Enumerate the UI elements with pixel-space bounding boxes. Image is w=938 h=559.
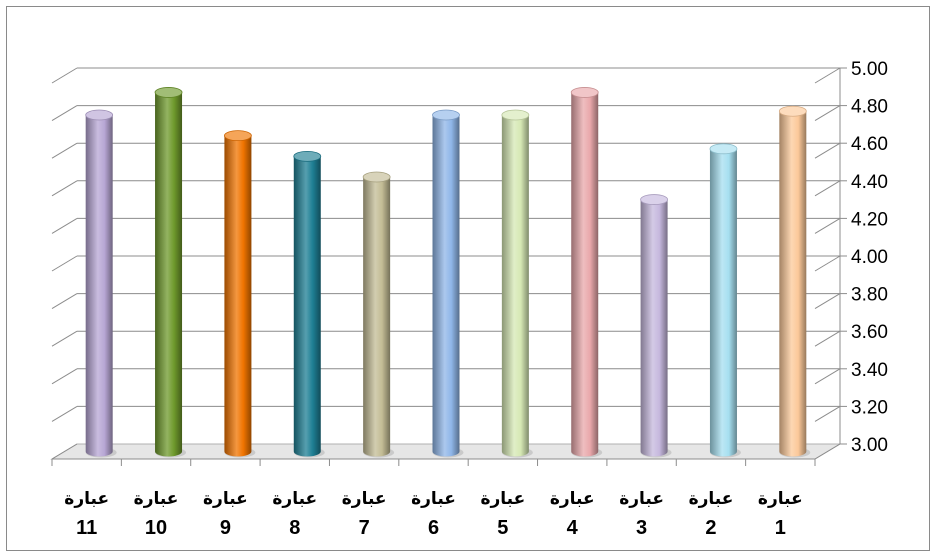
bar-top [293,150,322,162]
bar-top [640,194,668,205]
bar-top [709,143,738,155]
bar-top [154,87,183,98]
gridline-diagonal [814,255,841,272]
x-tick-number: 7 [359,517,370,539]
bars [85,87,811,458]
bar-body [709,148,737,457]
gridline-diagonal [51,443,78,460]
bar-2 [709,143,741,458]
x-tick-number: 9 [220,517,231,539]
y-tick-label: 4.40 [851,172,888,193]
x-tick-number: 11 [76,517,97,539]
gridline-diagonal [814,293,841,310]
bar-top [432,109,460,121]
y-tick-label: 3.40 [851,360,888,381]
x-tick-label: عبارة [689,489,734,509]
gridline-diagonal [814,405,841,422]
bar-top [224,130,252,142]
bar-top [362,171,391,183]
x-tick-number: 4 [567,517,579,539]
x-tick-number: 8 [289,517,300,539]
bar-3 [640,194,672,458]
labels: عبارة 1 عبارة 2 عبارة 3 عبارة 4 عبارة 5 عبارة 6 عبار… [64,489,802,539]
x-tick-label: عبارة [480,489,525,509]
gridline-diagonal [814,368,841,385]
x-tick-label: عبارة [758,489,803,509]
gridline-diagonal [51,405,78,422]
x-tick-label: عبارة [619,489,664,509]
bar-body [640,199,668,457]
bar-body [779,111,807,457]
x-tick-number: 5 [497,517,508,539]
bar-body [155,92,183,457]
gridline-diagonal [51,255,78,272]
gridline-diagonal [51,180,78,197]
bar-1 [778,105,811,458]
y-tick-label: 4.20 [851,209,888,230]
gridline-diagonal [51,142,78,159]
y-tick-label: 3.80 [851,285,888,306]
bar-body [432,114,460,457]
x-tick-label: عبارة [550,489,595,509]
bar-top [501,109,530,121]
gridline-diagonal [51,293,78,310]
gridline-diagonal [51,330,78,347]
gridline-diagonal [814,180,841,197]
bar-5 [501,109,533,458]
x-tick-number: 1 [775,517,786,539]
gridline-diagonal [51,217,78,234]
y-tick-label: 3.60 [851,322,888,343]
gridline-diagonal [51,67,78,84]
bar-body [501,114,529,457]
x-tick-number: 2 [705,517,716,539]
gridline-diagonal [814,443,841,460]
bar-4 [570,87,603,458]
gridline-diagonal [814,142,841,159]
x-tick-number: 10 [145,517,167,539]
gridline-diagonal [51,105,78,122]
bar-body [224,135,252,457]
gridline-diagonal [814,330,841,347]
y-tick-label: 4.60 [851,134,888,155]
gridline-diagonal [814,217,841,234]
bar-8 [293,150,325,458]
bar-top [778,105,807,117]
bar-body [363,177,391,457]
bar-top [85,109,114,121]
bar-9 [224,130,256,458]
gridline-diagonal [814,67,841,84]
gridline-diagonal [51,368,78,385]
x-tick-number: 6 [428,517,439,539]
axes: 3.00 3.20 3.40 3.60 3.80 4.00 4.20 4.40 4.60 4.80… [51,59,888,466]
bar-7 [362,171,395,458]
y-tick-label: 3.20 [851,397,888,418]
y-tick-label: 5.00 [851,59,888,80]
x-tick-label: عبارة [203,489,248,509]
bar-6 [432,109,464,458]
bar-11 [85,109,117,458]
bar-body [571,92,599,457]
x-tick-label: عبارة [342,489,387,509]
x-tick-label: عبارة [411,489,456,509]
bar-chart: 3.00 3.20 3.40 3.60 3.80 4.00 4.20 4.40 4.60 4.80… [50,59,888,539]
bar-10 [154,87,187,458]
y-tick-label: 4.00 [851,247,888,268]
x-tick-number: 3 [636,517,647,539]
bar-body [293,156,321,457]
x-tick-label: عبارة [64,489,109,509]
x-tick-label: عبارة [272,489,317,509]
bar-body [85,114,113,457]
bar-top [570,87,599,98]
y-tick-label: 3.00 [851,435,888,456]
chart-frame: 3.00 3.20 3.40 3.60 3.80 4.00 4.20 4.40 4.60 4.80… [6,6,930,551]
gridline-diagonal [814,105,841,122]
x-tick-label: عبارة [134,489,179,509]
y-tick-label: 4.80 [851,97,888,118]
